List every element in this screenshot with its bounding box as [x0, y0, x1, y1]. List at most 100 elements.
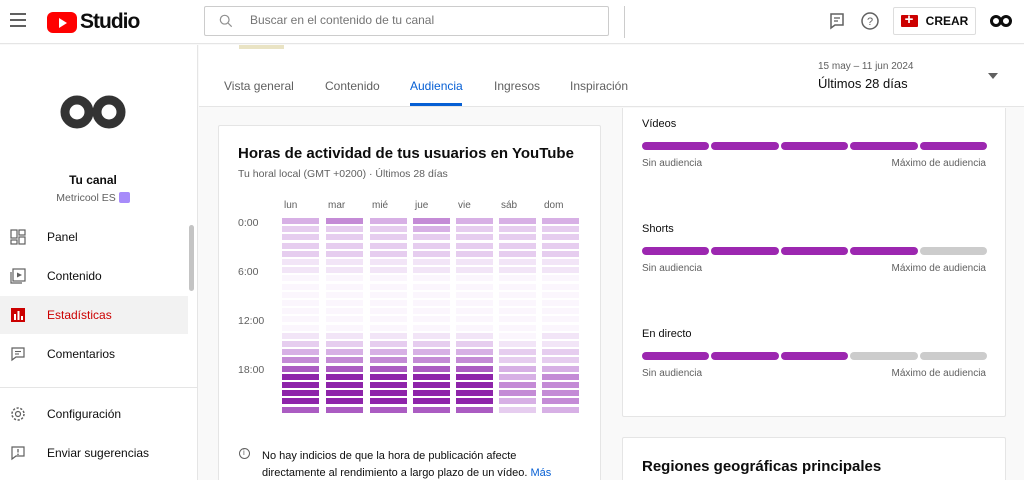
account-icon[interactable] [990, 14, 1012, 28]
chevron-down-icon[interactable] [988, 73, 998, 79]
heatmap-cell[interactable] [282, 390, 319, 397]
heatmap-cell[interactable] [456, 250, 493, 257]
heatmap-cell[interactable] [499, 365, 536, 372]
heatmap-cell[interactable] [282, 324, 319, 331]
heatmap-cell[interactable] [456, 324, 493, 331]
heatmap-cell[interactable] [370, 259, 407, 265]
heatmap-cell[interactable] [413, 349, 450, 356]
tab-inspiration[interactable]: Inspiración [570, 79, 629, 93]
sidebar-item-feedback[interactable]: Enviar sugerencias [0, 434, 188, 472]
heatmap-cell[interactable] [542, 316, 579, 323]
heatmap-cell[interactable] [499, 390, 536, 397]
heatmap-cell[interactable] [370, 300, 407, 306]
heatmap-cell[interactable] [542, 234, 579, 241]
sidebar-item-content[interactable]: Contenido [0, 257, 188, 295]
heatmap-cell[interactable] [370, 398, 407, 405]
heatmap-cell[interactable] [370, 275, 407, 282]
heatmap-cell[interactable] [282, 341, 319, 347]
heatmap-cell[interactable] [370, 332, 407, 339]
heatmap-cell[interactable] [413, 300, 450, 306]
heatmap-cell[interactable] [282, 283, 319, 290]
heatmap-cell[interactable] [456, 316, 493, 323]
create-button[interactable]: CREAR [893, 7, 976, 35]
tab-audience[interactable]: Audiencia [410, 79, 463, 93]
date-period-label[interactable]: Últimos 28 días [818, 76, 908, 91]
heatmap-cell[interactable] [499, 234, 536, 241]
heatmap-cell[interactable] [282, 349, 319, 356]
heatmap-cell[interactable] [456, 291, 493, 298]
heatmap-cell[interactable] [499, 357, 536, 364]
heatmap-cell[interactable] [456, 357, 493, 364]
heatmap-cell[interactable] [326, 300, 363, 306]
heatmap-cell[interactable] [542, 365, 579, 372]
heatmap-cell[interactable] [413, 250, 450, 257]
sidebar-item-comments[interactable]: Comentarios [0, 335, 188, 373]
heatmap-cell[interactable] [282, 357, 319, 364]
sidebar-item-settings[interactable]: Configuración [0, 395, 188, 433]
search-icon[interactable] [219, 14, 233, 28]
heatmap-cell[interactable] [413, 275, 450, 282]
heatmap-cell[interactable] [282, 406, 319, 413]
heatmap-cell[interactable] [370, 250, 407, 257]
heatmap-cell[interactable] [326, 275, 363, 282]
heatmap-cell[interactable] [370, 357, 407, 364]
heatmap-cell[interactable] [326, 324, 363, 331]
heatmap-cell[interactable] [499, 242, 536, 249]
heatmap-cell[interactable] [456, 218, 493, 224]
search-box[interactable] [204, 6, 609, 36]
heatmap-cell[interactable] [282, 300, 319, 306]
heatmap-cell[interactable] [326, 390, 363, 397]
heatmap-cell[interactable] [542, 373, 579, 380]
heatmap-cell[interactable] [413, 373, 450, 380]
search-input[interactable] [250, 13, 590, 27]
heatmap-cell[interactable] [542, 349, 579, 356]
heatmap-cell[interactable] [413, 390, 450, 397]
heatmap-cell[interactable] [282, 218, 319, 224]
heatmap-cell[interactable] [413, 406, 450, 413]
heatmap-cell[interactable] [542, 308, 579, 315]
heatmap-cell[interactable] [370, 406, 407, 413]
heatmap-cell[interactable] [370, 291, 407, 298]
heatmap-cell[interactable] [542, 226, 579, 233]
heatmap-cell[interactable] [413, 226, 450, 233]
heatmap-cell[interactable] [542, 406, 579, 413]
heatmap-cell[interactable] [282, 316, 319, 323]
heatmap-cell[interactable] [542, 218, 579, 224]
heatmap-cell[interactable] [326, 357, 363, 364]
heatmap-cell[interactable] [456, 275, 493, 282]
tab-revenue[interactable]: Ingresos [494, 79, 541, 93]
heatmap-cell[interactable] [499, 349, 536, 356]
heatmap-cell[interactable] [413, 234, 450, 241]
heatmap-cell[interactable] [370, 308, 407, 315]
heatmap-cell[interactable] [499, 250, 536, 257]
heatmap-cell[interactable] [282, 259, 319, 265]
sidebar-item-panel[interactable]: Panel [0, 218, 188, 256]
heatmap-cell[interactable] [326, 341, 363, 347]
heatmap-cell[interactable] [370, 365, 407, 372]
heatmap-cell[interactable] [456, 332, 493, 339]
heatmap-cell[interactable] [499, 398, 536, 405]
heatmap-cell[interactable] [499, 259, 536, 265]
heatmap-cell[interactable] [326, 250, 363, 257]
heatmap-cell[interactable] [282, 373, 319, 380]
heatmap-cell[interactable] [499, 275, 536, 282]
heatmap-cell[interactable] [542, 324, 579, 331]
heatmap-cell[interactable] [370, 390, 407, 397]
heatmap-cell[interactable] [542, 275, 579, 282]
heatmap-cell[interactable] [542, 242, 579, 249]
heatmap-cell[interactable] [499, 373, 536, 380]
heatmap-cell[interactable] [326, 218, 363, 224]
heatmap-cell[interactable] [499, 226, 536, 233]
more-info-link[interactable]: Más información [530, 467, 552, 479]
heatmap-cell[interactable] [326, 349, 363, 356]
heatmap-cell[interactable] [282, 332, 319, 339]
heatmap-cell[interactable] [370, 242, 407, 249]
heatmap-cell[interactable] [542, 357, 579, 364]
heatmap-cell[interactable] [413, 357, 450, 364]
heatmap-cell[interactable] [499, 382, 536, 388]
heatmap-cell[interactable] [456, 365, 493, 372]
heatmap-cell[interactable] [370, 373, 407, 380]
heatmap-cell[interactable] [326, 382, 363, 388]
heatmap-cell[interactable] [542, 300, 579, 306]
sidebar-item-analytics[interactable]: Estadísticas [0, 296, 188, 334]
